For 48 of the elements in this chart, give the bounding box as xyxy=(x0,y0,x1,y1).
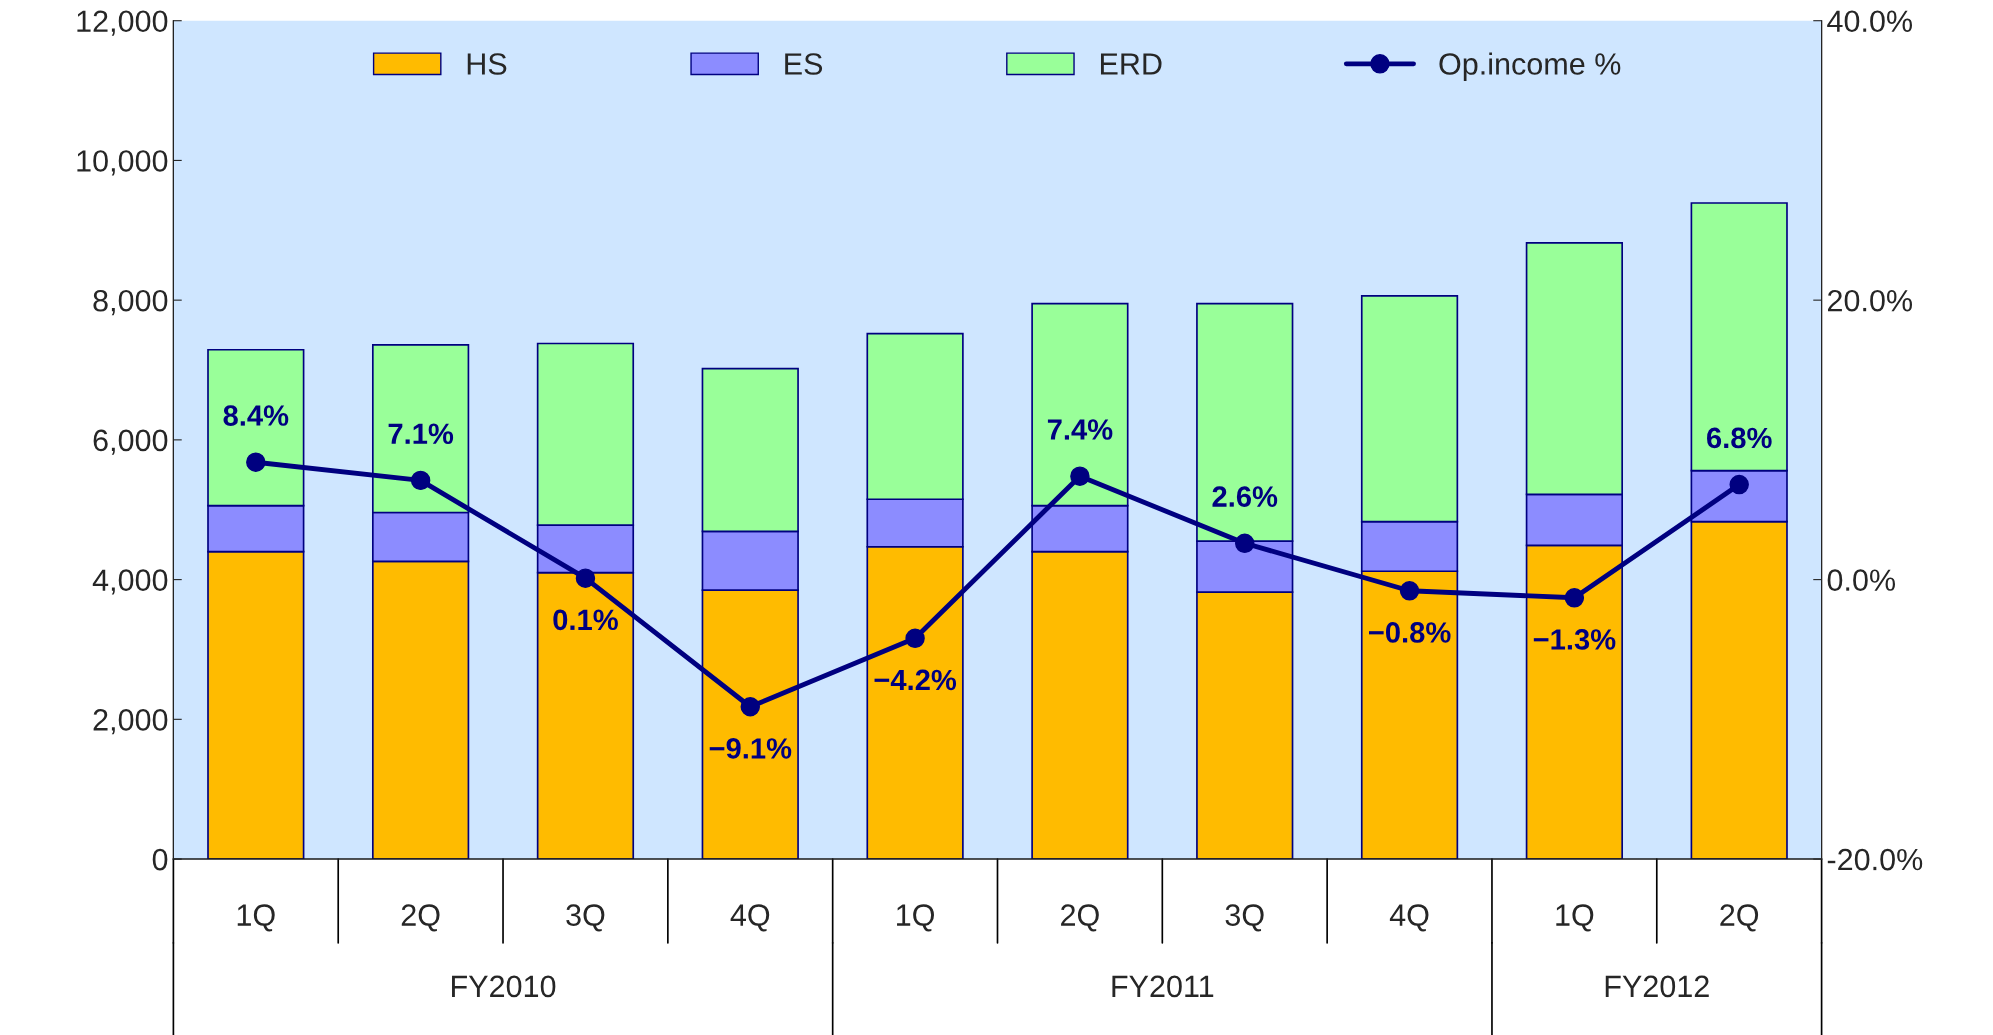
y2-tick-label: 40.0% xyxy=(1827,10,1913,33)
data-label: −4.2% xyxy=(874,669,957,691)
y-tick-label: 12,000 xyxy=(77,10,168,36)
point xyxy=(1070,466,1090,486)
data-label: 6.8% xyxy=(1707,427,1772,449)
legend-label: HS xyxy=(467,53,507,75)
legend-label: Op.income % xyxy=(1439,52,1621,81)
y2-tick-label: 0.0% xyxy=(1827,569,1896,591)
x-tick-label: 2Q xyxy=(1061,904,1099,932)
x-tick-label: 3Q xyxy=(1225,904,1264,932)
x-tick-label: 1Q xyxy=(237,904,275,932)
y-tick-label: 8,000 xyxy=(93,289,168,316)
legend-label: ERD xyxy=(1100,53,1162,75)
y2-tick-label: -20.0% xyxy=(1827,848,1923,871)
x-tick-label: 1Q xyxy=(1556,904,1594,932)
y-tick-label: 2,000 xyxy=(93,709,168,735)
x-tick-label: 2Q xyxy=(1720,904,1759,932)
y2-tick-label: 20.0% xyxy=(1828,289,1913,312)
point xyxy=(740,697,760,717)
text: FY2010 xyxy=(452,975,556,998)
x-tick-label: 2Q xyxy=(401,904,440,932)
x-tick-label: 4Q xyxy=(1389,904,1429,932)
point xyxy=(1399,581,1420,601)
legend-label: ES xyxy=(785,53,823,75)
y-tick-label: 6,000 xyxy=(93,429,168,455)
point xyxy=(905,628,925,649)
data-label: −0.8% xyxy=(1369,622,1451,643)
x-tick-label: 3Q xyxy=(566,904,605,932)
point xyxy=(575,568,596,588)
x-tick-label: 4Q xyxy=(730,904,770,932)
y-tick-label: 10,000 xyxy=(77,150,168,176)
y-tick-label: 0 xyxy=(152,848,168,871)
data-label: −9.1% xyxy=(709,738,792,759)
point xyxy=(1564,588,1585,608)
data-label: 7.4% xyxy=(1047,419,1113,440)
x-tick-label: 1Q xyxy=(897,904,935,932)
data-label: 0.1% xyxy=(553,609,618,631)
y-tick-label: 4,000 xyxy=(92,569,168,595)
data-label: 8.4% xyxy=(223,405,289,426)
point xyxy=(1729,474,1749,495)
point xyxy=(1235,533,1255,553)
data-label: −1.3% xyxy=(1533,629,1616,650)
text: FY2011 xyxy=(1112,975,1214,998)
point xyxy=(410,470,431,491)
data-label: 2.6% xyxy=(1212,486,1278,507)
text: FY2012 xyxy=(1605,975,1709,998)
point xyxy=(246,452,266,472)
data-label: 7.1% xyxy=(388,423,454,445)
